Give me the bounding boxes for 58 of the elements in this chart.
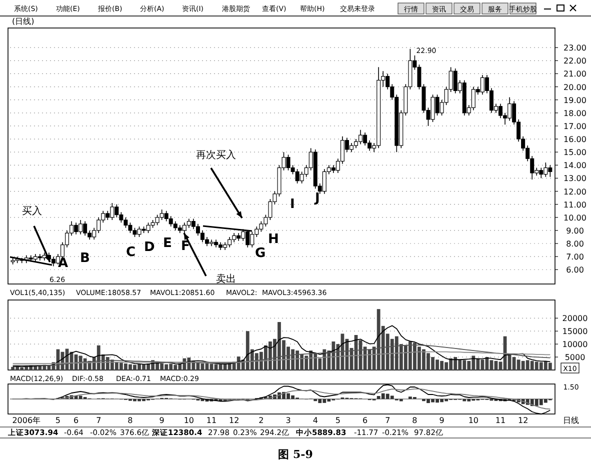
x-tick-label: 5 <box>335 416 340 425</box>
x-tick-label: 6 <box>362 416 368 425</box>
y-tick-label: 15000 <box>562 327 588 336</box>
x-tick-label: 12 <box>518 416 528 425</box>
annotation: 卖出 <box>216 273 236 285</box>
annotation: H <box>268 232 279 247</box>
y-tick-label: 18.00 <box>564 108 586 118</box>
annotation: A <box>58 256 68 271</box>
annotation: E <box>163 236 172 251</box>
y-tick-label: 6.00 <box>566 266 584 275</box>
annotation: F <box>181 239 190 254</box>
x-tick-label: 5 <box>55 416 61 425</box>
x-tick-label: 3 <box>286 416 291 425</box>
text: 日线 <box>563 416 579 425</box>
y-tick-label: 8.00 <box>566 240 584 249</box>
x-tick-label: 7 <box>385 416 390 425</box>
y-tick-label: 11.00 <box>564 200 586 210</box>
x-tick-label: 8 <box>412 416 418 425</box>
y-tick-label: 23.00 <box>564 44 586 53</box>
y-tick-label: 10000 <box>562 340 588 350</box>
chart-title: (日线) <box>12 17 34 26</box>
x-tick-label: 6 <box>73 416 79 425</box>
annotation: 买入 <box>22 205 42 217</box>
x-tick-label: 10 <box>468 416 479 425</box>
annotation: I <box>290 197 295 212</box>
y-tick-label: 5000 <box>564 353 586 362</box>
y-tick-label: 13.00 <box>564 174 586 184</box>
x-tick-label: 2006年 <box>12 416 41 425</box>
y-tick-label: 9.00 <box>566 226 584 236</box>
x-tick-label: 10 <box>184 416 194 425</box>
x-tick-label: 2 <box>258 416 264 425</box>
annotation: J <box>314 191 320 206</box>
y-tick-label: 16.00 <box>564 135 586 144</box>
annotation: D <box>144 240 155 255</box>
y-tick-label: 20.00 <box>564 82 586 92</box>
annotation: 再次买入 <box>196 149 236 161</box>
y-tick-label: 20000 <box>562 314 588 324</box>
y-tick-label: 15.00 <box>564 148 586 158</box>
y-tick-label: 10.00 <box>564 213 586 222</box>
x-tick-label: 9 <box>159 416 164 425</box>
annotation: B <box>80 251 90 266</box>
annotation: G <box>255 246 266 261</box>
y-tick-label: 14.00 <box>564 161 586 170</box>
x-tick-label: 9 <box>439 416 444 425</box>
y-tick-label: 12.00 <box>564 187 586 196</box>
x-tick-label: 11 <box>495 416 506 425</box>
annotation: C <box>126 245 136 260</box>
x-tick-label: 8 <box>128 416 133 425</box>
y-tick-label: 19.00 <box>564 96 586 105</box>
x-tick-label: 12 <box>228 416 240 425</box>
y-tick-label: 21.00 <box>564 70 586 79</box>
x-tick-label: 4 <box>312 416 318 425</box>
x-tick-label: 11 <box>206 416 217 425</box>
y-tick-label: 22.00 <box>564 56 586 66</box>
x-tick-label: 7 <box>96 416 102 425</box>
caption: 图 5-9 <box>278 448 313 461</box>
y-tick-label: 17.00 <box>564 122 586 131</box>
y-tick-label: 7.00 <box>566 252 584 262</box>
